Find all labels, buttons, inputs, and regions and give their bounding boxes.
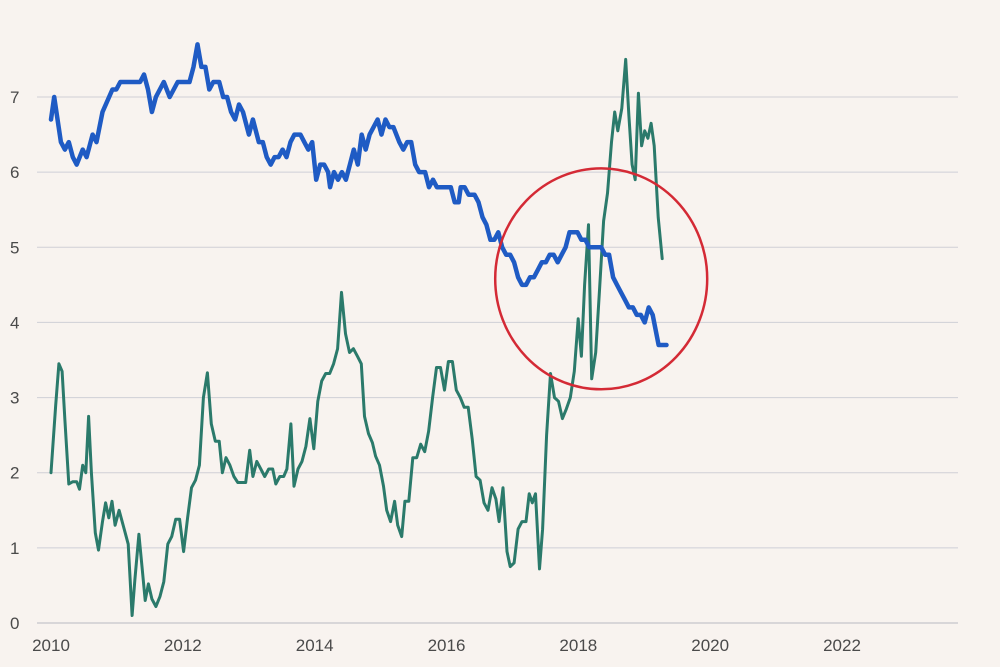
y-tick-label: 3	[10, 389, 19, 408]
x-tick-label: 2020	[691, 636, 729, 655]
y-tick-label: 2	[10, 464, 19, 483]
y-tick-label: 1	[10, 539, 19, 558]
x-tick-label: 2014	[296, 636, 334, 655]
y-tick-label: 4	[10, 313, 19, 332]
series-line-blue	[48, 42, 669, 348]
x-tick-label: 2010	[32, 636, 70, 655]
y-tick-label: 7	[10, 88, 19, 107]
series-line-green	[49, 57, 664, 617]
y-axis: 0 1 2 3 4 5 6 7	[10, 88, 19, 633]
series-layer	[48, 42, 669, 617]
highlight-circle-annotation	[493, 167, 709, 391]
y-tick-label: 6	[10, 163, 19, 182]
x-axis: 2010 2012 2014 2016 2018 2020 2022	[32, 636, 861, 655]
x-tick-label: 2016	[428, 636, 466, 655]
y-tick-label: 5	[10, 238, 19, 257]
gridlines	[37, 96, 958, 624]
x-tick-label: 2022	[823, 636, 861, 655]
annotation-layer	[493, 167, 709, 391]
x-tick-label: 2018	[559, 636, 597, 655]
y-tick-label: 0	[10, 614, 19, 633]
x-tick-label: 2012	[164, 636, 202, 655]
